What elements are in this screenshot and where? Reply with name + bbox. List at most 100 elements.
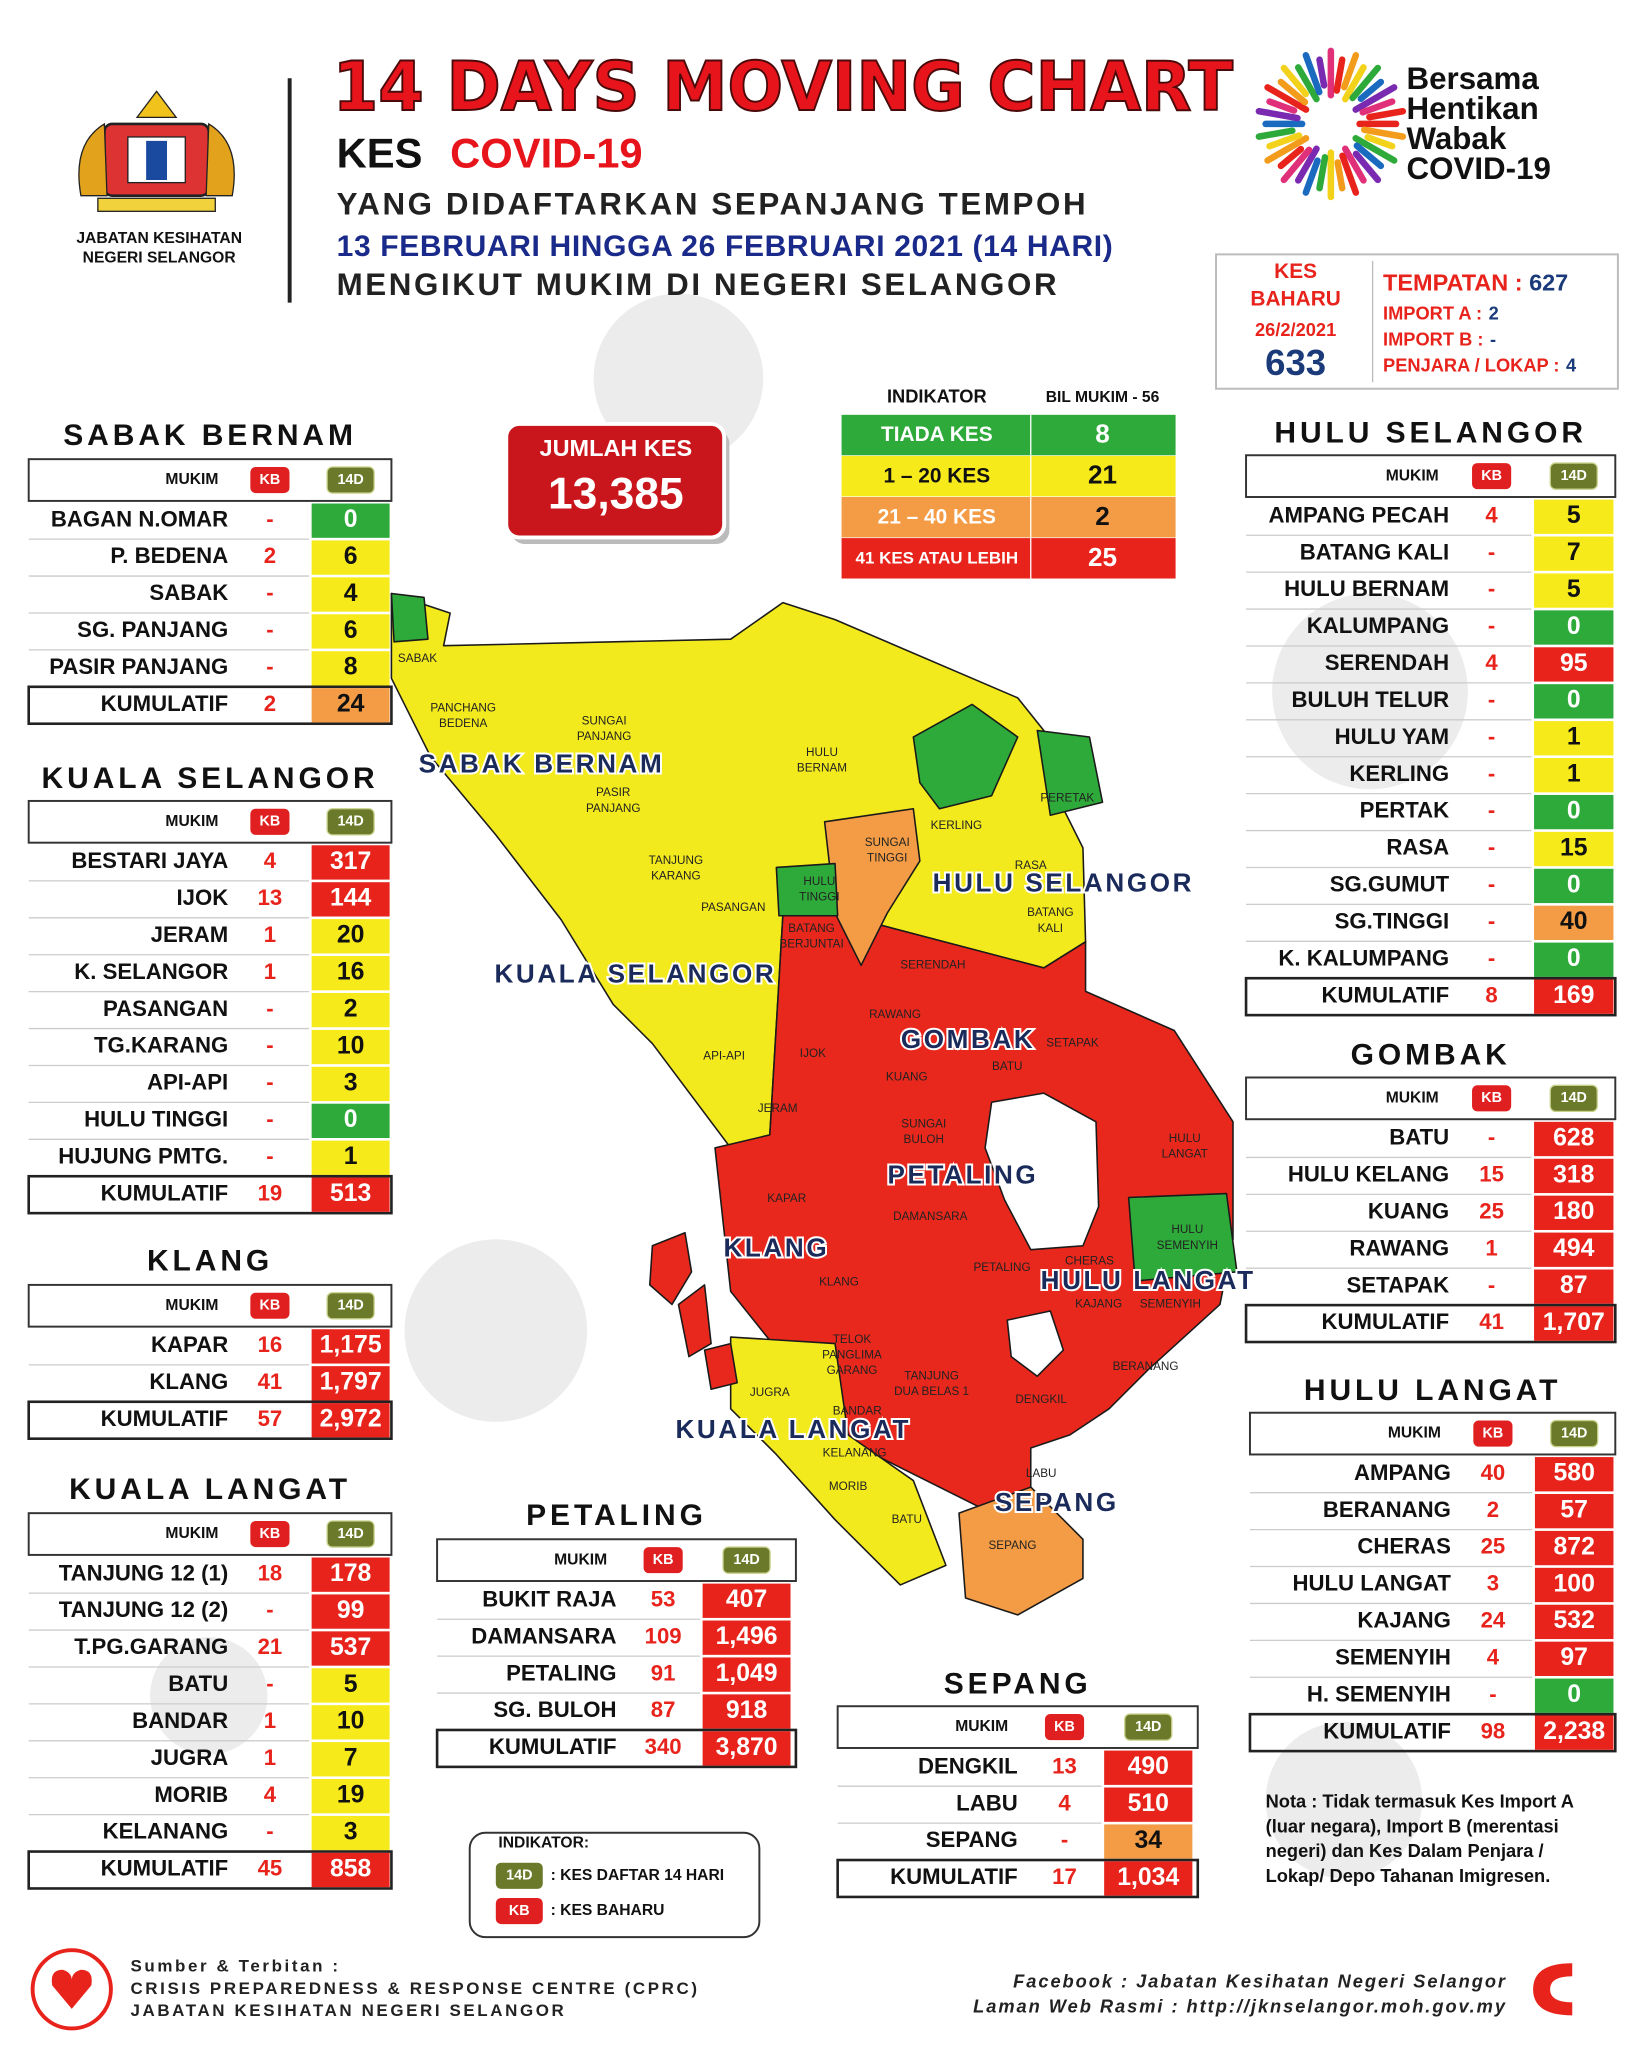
map-region-label: KUALA SELANGOR [494, 959, 776, 989]
logo-ray [1266, 132, 1303, 150]
summary-item-label: IMPORT B : [1383, 328, 1483, 349]
summary-label: KES [1274, 260, 1317, 283]
d14-value: 0 [1567, 871, 1581, 898]
d14-value: 2 [344, 995, 358, 1022]
column-header: MUKIM [1386, 467, 1439, 484]
d14-cell [702, 1620, 791, 1655]
mukim-name: KUMULATIF [1322, 1309, 1450, 1334]
map-mukim-label: SETAPAK [1046, 1037, 1099, 1050]
campaign-text: Bersama [1407, 61, 1540, 96]
map-mukim-label: TINGGI [799, 891, 839, 904]
d14-value: 3 [344, 1818, 358, 1845]
logo-ray [1366, 107, 1407, 121]
mukim-name: PASIR PANJANG [49, 654, 228, 679]
mukim-name: MORIB [154, 1782, 228, 1807]
map-mukim-label: SUNGAI [901, 1118, 946, 1131]
kb-value: 4 [1058, 1790, 1071, 1815]
d14-value: 99 [337, 1597, 365, 1624]
d14-badge [1549, 1084, 1598, 1113]
mukim-name: KUMULATIF [101, 1180, 229, 1205]
region-hole [984, 1092, 1100, 1251]
d14-cell [311, 688, 390, 723]
kb-value: 41 [1479, 1309, 1504, 1334]
column-header: KB [653, 1552, 674, 1568]
footer-link: Facebook : Jabatan Kesihatan Negeri Sela… [1013, 1971, 1507, 1992]
table-title: PETALING [526, 1499, 707, 1532]
map-mukim-label: PANCHANG [430, 701, 496, 714]
d14-cell [1534, 979, 1614, 1014]
d14-cell [311, 1140, 390, 1175]
map-mukim-label: SEPANG [988, 1539, 1036, 1552]
legend-title: INDIKATOR: [498, 1834, 589, 1851]
map-region-label: HULU SELANGOR [933, 867, 1194, 897]
d14-cell [311, 1177, 390, 1212]
d14-cell [1534, 536, 1614, 571]
mukim-name: JERAM [151, 922, 229, 947]
region-central [714, 912, 1234, 1514]
summary-item: TEMPATAN :627 [1383, 270, 1568, 296]
indicator-count: 25 [1088, 542, 1117, 572]
kb-value: 109 [645, 1623, 682, 1648]
d14-cell [1534, 1678, 1614, 1713]
d14-cell [311, 577, 390, 612]
map-mukim-label: CHERAS [1065, 1255, 1114, 1268]
indicator-cell [841, 455, 1176, 497]
summary-item: IMPORT A : 2 [1383, 302, 1499, 323]
kb-value: - [1488, 724, 1495, 749]
kb-value: - [1488, 613, 1495, 638]
d14-cell [1534, 647, 1614, 682]
kb-value: - [266, 1597, 273, 1622]
mukim-name: PASANGAN [103, 996, 228, 1021]
legend-badge [495, 1862, 543, 1889]
table-title: SABAK BERNAM [63, 419, 357, 452]
d14-value: 6 [344, 617, 358, 644]
mukim-name: KERLING [1349, 761, 1449, 786]
summary-item-value: - [1490, 328, 1496, 349]
indicator-label: 1 – 20 KES [883, 464, 990, 487]
region-kalumpang [912, 703, 1019, 810]
d14-cell [1534, 1567, 1614, 1603]
ribbon [97, 197, 216, 212]
d14-value: 10 [337, 1708, 365, 1735]
map-mukim-label: RASA [1015, 859, 1047, 872]
logo-ray [1340, 52, 1360, 91]
kb-badge [1472, 463, 1512, 490]
map-mukim-label: HULU [803, 875, 835, 888]
map-mukim-label: KAJANG [1075, 1298, 1122, 1311]
map-mukim-label: TELOK [833, 1333, 872, 1346]
kb-value: - [266, 1033, 273, 1058]
kb-value: 2 [1487, 1497, 1499, 1522]
kb-value: 1 [264, 1745, 276, 1770]
map-mukim-label: BERANANG [1113, 1360, 1179, 1373]
map-mukim-label: MORIB [829, 1480, 868, 1493]
d14-cell [1534, 1121, 1614, 1157]
summary-total: 633 [1265, 342, 1326, 383]
d14-cell [311, 1779, 390, 1814]
mukim-name: KUMULATIF [1323, 1718, 1451, 1743]
table-title: KUALA LANGAT [69, 1473, 351, 1506]
d14-value: 24 [337, 691, 365, 718]
total-box [27, 1174, 393, 1215]
map-region-label: PETALING [888, 1160, 1039, 1190]
total-box [27, 1400, 393, 1440]
map-region-label: HULU LANGAT [1041, 1265, 1256, 1295]
kb-value: 21 [258, 1634, 283, 1659]
campaign-text: Wabak [1407, 121, 1507, 156]
d14-value: 4 [344, 580, 358, 607]
mukim-name: CHERAS [1357, 1534, 1451, 1559]
indicator-cell [841, 414, 1176, 456]
kb-badge [1473, 1420, 1513, 1447]
d14-cell [311, 1329, 390, 1364]
d14-value: 532 [1554, 1607, 1595, 1634]
logo-ray [1316, 154, 1329, 192]
mukim-name: SG.TINGGI [1335, 909, 1449, 934]
d14-value: 7 [1567, 539, 1581, 566]
d14-cell [311, 1815, 390, 1851]
d14-value: 57 [1560, 1497, 1588, 1524]
kb-badge [1044, 1714, 1085, 1741]
kb-value: 98 [1481, 1718, 1506, 1743]
map-mukim-label: DENGKIL [1015, 1393, 1067, 1406]
d14-cell [1534, 1457, 1614, 1492]
indicator-count: 21 [1088, 460, 1117, 490]
kb-value: - [266, 996, 273, 1021]
